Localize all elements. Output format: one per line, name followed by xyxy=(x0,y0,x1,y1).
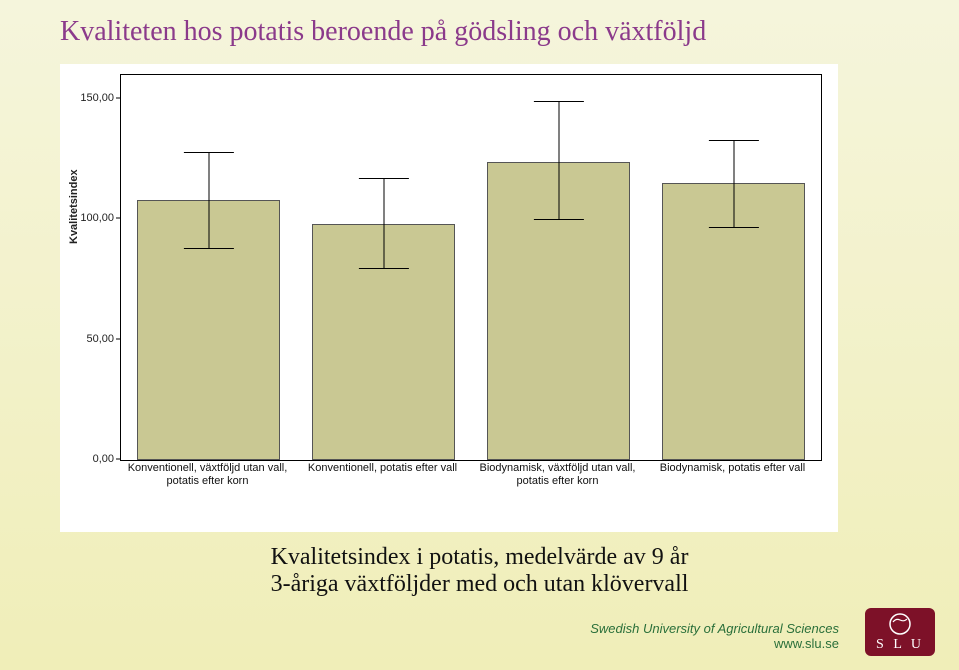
error-bar-cap xyxy=(358,178,408,179)
error-bar-cap xyxy=(533,101,583,102)
y-tick-mark xyxy=(116,459,120,460)
error-bar-cap xyxy=(358,268,408,269)
y-tick-label: 50,00 xyxy=(74,333,114,345)
error-bar-line xyxy=(208,152,209,248)
x-tick-label: Biodynamisk, växtföljd utan vall, potati… xyxy=(478,462,638,487)
error-bar-cap xyxy=(183,248,233,249)
bar-group xyxy=(137,75,281,460)
y-tick-mark xyxy=(116,218,120,219)
x-tick-label: Biodynamisk, potatis efter vall xyxy=(653,462,813,475)
bar-group xyxy=(312,75,456,460)
y-tick-mark xyxy=(116,98,120,99)
error-bar-cap xyxy=(533,219,583,220)
y-tick-label: 0,00 xyxy=(74,453,114,465)
chart-caption: Kvalitetsindex i potatis, medelvärde av … xyxy=(0,544,959,598)
footer-attribution: Swedish University of Agricultural Scien… xyxy=(590,621,839,652)
bar-group xyxy=(662,75,806,460)
error-bar-cap xyxy=(183,152,233,153)
y-axis-label: Kvalitetsindex xyxy=(68,169,80,244)
x-tick-label: Konventionell, potatis efter vall xyxy=(303,462,463,475)
error-bar-cap xyxy=(708,227,758,228)
error-bar-cap xyxy=(708,140,758,141)
caption-line-2: 3-åriga växtföljder med och utan klöverv… xyxy=(271,571,689,597)
svg-text:S L U: S L U xyxy=(876,637,924,652)
footer-line-2: www.slu.se xyxy=(774,636,839,651)
slu-logo: S L U xyxy=(865,608,935,656)
error-bar-line xyxy=(558,101,559,219)
x-tick-label: Konventionell, växtföljd utan vall, pota… xyxy=(128,462,288,487)
error-bar-line xyxy=(733,140,734,227)
page-title: Kvaliteten hos potatis beroende på gödsl… xyxy=(60,16,706,48)
y-tick-mark xyxy=(116,338,120,339)
plot-area xyxy=(120,74,822,461)
footer-line-1: Swedish University of Agricultural Scien… xyxy=(590,621,839,636)
error-bar-line xyxy=(383,178,384,267)
caption-line-1: Kvalitetsindex i potatis, medelvärde av … xyxy=(271,544,689,570)
chart-container: Kvalitetsindex 0,00 50,00 100,00 150,00 Konv… xyxy=(60,64,838,532)
y-tick-label: 100,00 xyxy=(74,212,114,224)
bar-group xyxy=(487,75,631,460)
y-tick-label: 150,00 xyxy=(74,92,114,104)
